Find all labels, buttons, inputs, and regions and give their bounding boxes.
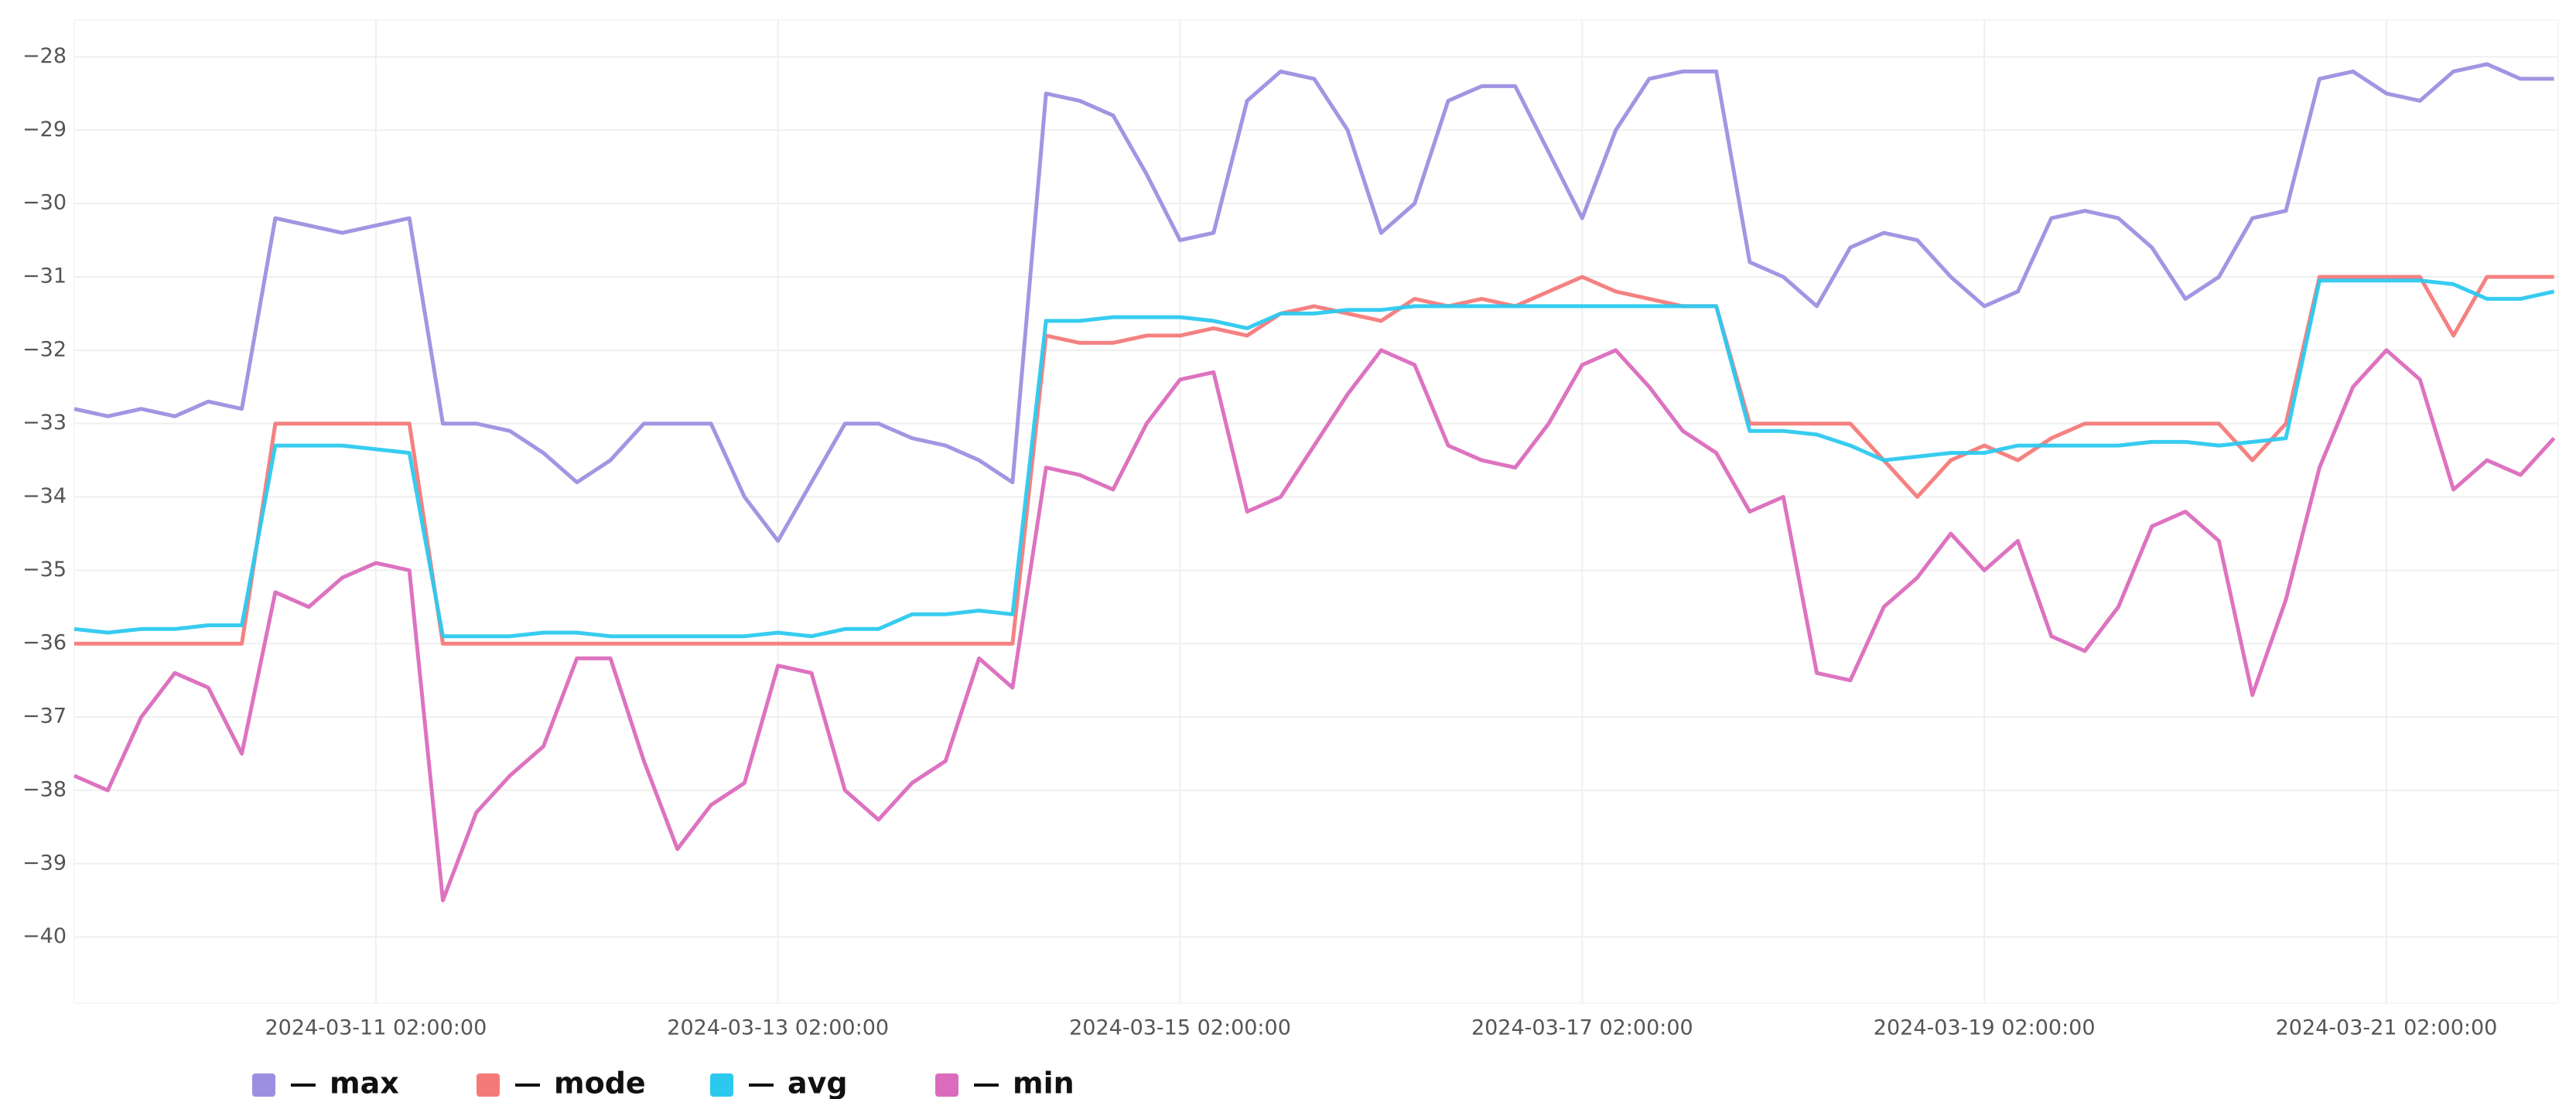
y-tick-label: −28 bbox=[22, 44, 67, 68]
series-line bbox=[73, 62, 2554, 543]
x-tick-label: 2024-03-21 02:00:00 bbox=[2276, 1016, 2498, 1040]
y-tick-label: −31 bbox=[22, 264, 67, 288]
legend-label: mode bbox=[554, 1067, 646, 1099]
series-line bbox=[73, 348, 2556, 903]
y-tick-label: −33 bbox=[22, 411, 67, 435]
y-tick-label: −32 bbox=[22, 337, 67, 361]
legend-marker bbox=[710, 1073, 733, 1097]
x-tick-label: 2024-03-11 02:00:00 bbox=[265, 1016, 487, 1040]
legend-label: max bbox=[330, 1067, 399, 1099]
y-tick-label: −29 bbox=[22, 118, 67, 142]
legend-marker bbox=[935, 1073, 958, 1097]
series-line bbox=[73, 278, 2555, 639]
y-tick-label: −34 bbox=[22, 484, 67, 508]
series-line bbox=[74, 275, 2554, 646]
x-tick-label: 2024-03-19 02:00:00 bbox=[1874, 1016, 2096, 1040]
y-tick-label: −37 bbox=[22, 705, 67, 729]
legend-label: min bbox=[1013, 1067, 1074, 1099]
x-tick-label: 2024-03-15 02:00:00 bbox=[1069, 1016, 1291, 1040]
y-tick-label: −40 bbox=[22, 924, 67, 948]
legend-marker bbox=[477, 1073, 500, 1097]
plot-area bbox=[73, 19, 2559, 1004]
x-tick-label: 2024-03-13 02:00:00 bbox=[667, 1016, 889, 1040]
y-tick-label: −39 bbox=[22, 851, 67, 875]
y-tick-label: −36 bbox=[22, 631, 67, 655]
y-tick-label: −38 bbox=[22, 777, 67, 801]
y-tick-label: −35 bbox=[22, 558, 67, 582]
legend-label: avg bbox=[787, 1067, 848, 1099]
legend-marker bbox=[252, 1073, 275, 1097]
x-tick-label: 2024-03-17 02:00:00 bbox=[1471, 1016, 1693, 1040]
y-tick-label: −30 bbox=[22, 191, 67, 215]
